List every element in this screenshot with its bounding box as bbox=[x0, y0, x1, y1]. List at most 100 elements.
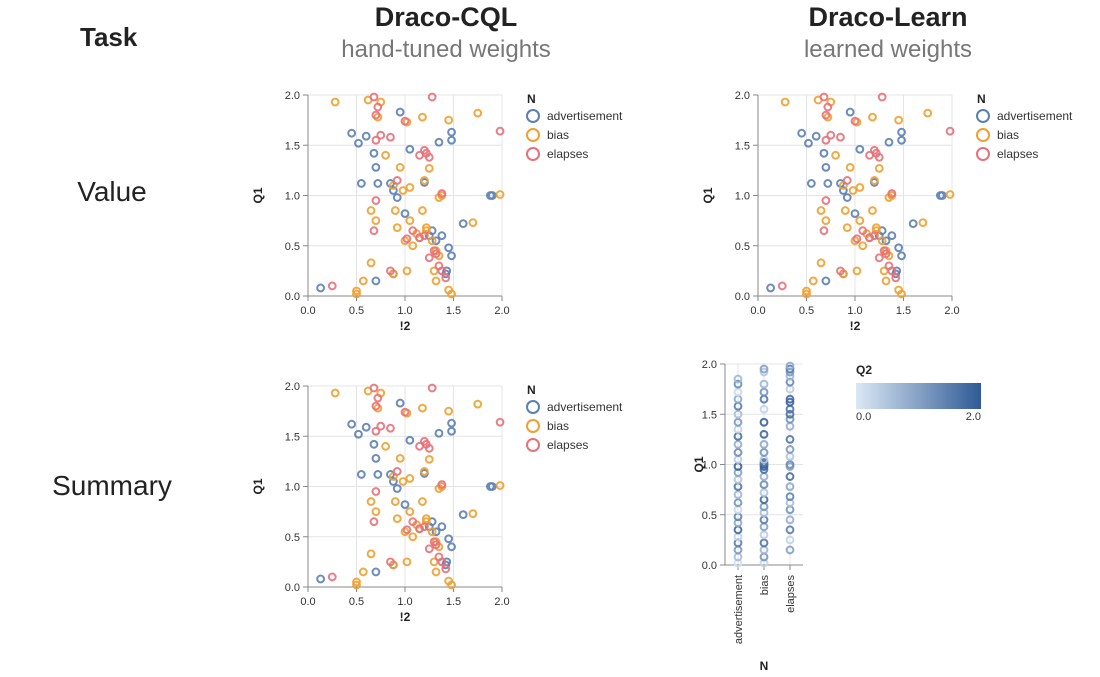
y-tick-label: 2.0 bbox=[285, 90, 300, 102]
point-advertisement bbox=[347, 128, 357, 138]
point-elapses bbox=[434, 552, 444, 562]
point-advertisement bbox=[908, 219, 918, 229]
y-tick-label: 1.0 bbox=[285, 482, 300, 494]
point-advertisement bbox=[405, 144, 415, 154]
point-advertisement bbox=[388, 477, 398, 486]
point-bias bbox=[408, 241, 418, 251]
legend-label-bias: bias bbox=[547, 419, 569, 433]
y-tick-label: 2.0 bbox=[285, 381, 300, 393]
point-elapses bbox=[371, 110, 381, 120]
point-elapses bbox=[874, 152, 884, 162]
col1-subtitle: hand-tuned weights bbox=[341, 36, 551, 63]
chart-summary-learn: 0.0 0.5 1.0 1.5 2.0 Q1 advertisement bias elapse… bbox=[692, 359, 981, 673]
legend-label-advertisement: advertisement bbox=[547, 109, 623, 123]
point-advertisement bbox=[371, 567, 381, 577]
point-bias bbox=[427, 236, 437, 246]
point-elapses bbox=[427, 383, 437, 393]
point-advertisement bbox=[447, 251, 456, 261]
point-elapses bbox=[785, 545, 795, 555]
point-advertisement bbox=[838, 186, 848, 195]
point-elapses bbox=[785, 361, 795, 371]
y-tick-label: 0.0 bbox=[735, 291, 750, 303]
legend-symbol-bias bbox=[526, 419, 540, 433]
point-elapses bbox=[821, 196, 831, 205]
point-advertisement bbox=[400, 500, 410, 509]
legend-title: N bbox=[527, 92, 536, 106]
point-elapses bbox=[881, 249, 891, 259]
point-bias bbox=[759, 364, 769, 374]
point-bias bbox=[823, 112, 833, 122]
point-elapses bbox=[402, 234, 412, 244]
point-bias bbox=[400, 236, 410, 246]
y-tick-label: 1.0 bbox=[702, 460, 717, 472]
legend-title: N bbox=[977, 92, 986, 106]
legend-symbol-elapses bbox=[526, 147, 540, 161]
chart-value-cql: 0.0 0.5 1.0 1.5 2.0 0.0 0.5 1.0 1.5 2.0 !2 Q1 Nadver… bbox=[251, 90, 623, 333]
point-advertisement bbox=[347, 419, 357, 429]
point-advertisement bbox=[823, 179, 833, 188]
point-bias bbox=[852, 266, 862, 276]
point-advertisement bbox=[733, 379, 743, 389]
point-advertisement bbox=[897, 135, 906, 145]
point-bias bbox=[874, 163, 884, 173]
point-bias bbox=[759, 538, 769, 548]
point-advertisement bbox=[733, 448, 743, 457]
point-elapses bbox=[327, 281, 337, 291]
point-elapses bbox=[371, 426, 381, 436]
point-bias bbox=[358, 567, 368, 577]
point-advertisement bbox=[887, 231, 897, 241]
color-legend-bar bbox=[856, 383, 981, 409]
point-elapses bbox=[437, 480, 447, 489]
point-advertisement bbox=[804, 138, 813, 148]
point-elapses bbox=[870, 231, 879, 241]
point-bias bbox=[381, 150, 391, 160]
point-bias bbox=[845, 162, 855, 172]
point-elapses bbox=[434, 261, 444, 271]
point-elapses bbox=[424, 152, 434, 162]
point-bias bbox=[855, 216, 865, 226]
point-elapses bbox=[785, 472, 795, 481]
point-elapses bbox=[369, 383, 379, 393]
point-bias bbox=[330, 388, 340, 398]
x-tick-label: 1.5 bbox=[446, 305, 461, 317]
point-advertisement bbox=[369, 148, 379, 158]
point-elapses bbox=[437, 189, 447, 198]
point-elapses bbox=[836, 132, 845, 142]
point-bias bbox=[842, 223, 852, 233]
point-bias bbox=[759, 417, 769, 427]
point-bias bbox=[418, 112, 427, 122]
point-advertisement bbox=[444, 243, 454, 253]
point-bias bbox=[358, 276, 368, 286]
point-bias bbox=[366, 206, 376, 215]
point-bias bbox=[431, 276, 441, 286]
legend-label-advertisement: advertisement bbox=[997, 109, 1073, 123]
point-elapses bbox=[785, 434, 795, 444]
col1-title: Draco-CQL bbox=[374, 2, 518, 32]
point-bias bbox=[877, 236, 887, 246]
point-elapses bbox=[441, 564, 451, 574]
legend-symbol-elapses bbox=[976, 147, 990, 161]
point-elapses bbox=[415, 524, 424, 534]
point-bias bbox=[759, 440, 769, 449]
point-bias bbox=[840, 206, 850, 215]
y-axis-title: Q1 bbox=[701, 187, 715, 203]
point-elapses bbox=[884, 261, 894, 271]
point-bias bbox=[923, 108, 933, 118]
point-bias bbox=[373, 403, 383, 413]
point-advertisement bbox=[354, 138, 363, 148]
point-bias bbox=[759, 367, 769, 377]
point-bias bbox=[405, 474, 415, 483]
point-elapses bbox=[865, 233, 874, 243]
point-elapses bbox=[785, 394, 795, 404]
point-elapses bbox=[874, 253, 884, 263]
point-advertisement bbox=[733, 387, 743, 397]
legend-label-bias: bias bbox=[547, 128, 569, 142]
point-advertisement bbox=[395, 107, 405, 117]
point-elapses bbox=[785, 460, 795, 469]
point-advertisement bbox=[806, 179, 816, 188]
point-advertisement bbox=[431, 527, 441, 537]
point-advertisement bbox=[855, 144, 865, 154]
x-tick-label: 0.0 bbox=[300, 596, 315, 608]
col2-subtitle: learned weights bbox=[803, 36, 973, 63]
y-tick-label: 1.0 bbox=[735, 191, 750, 203]
